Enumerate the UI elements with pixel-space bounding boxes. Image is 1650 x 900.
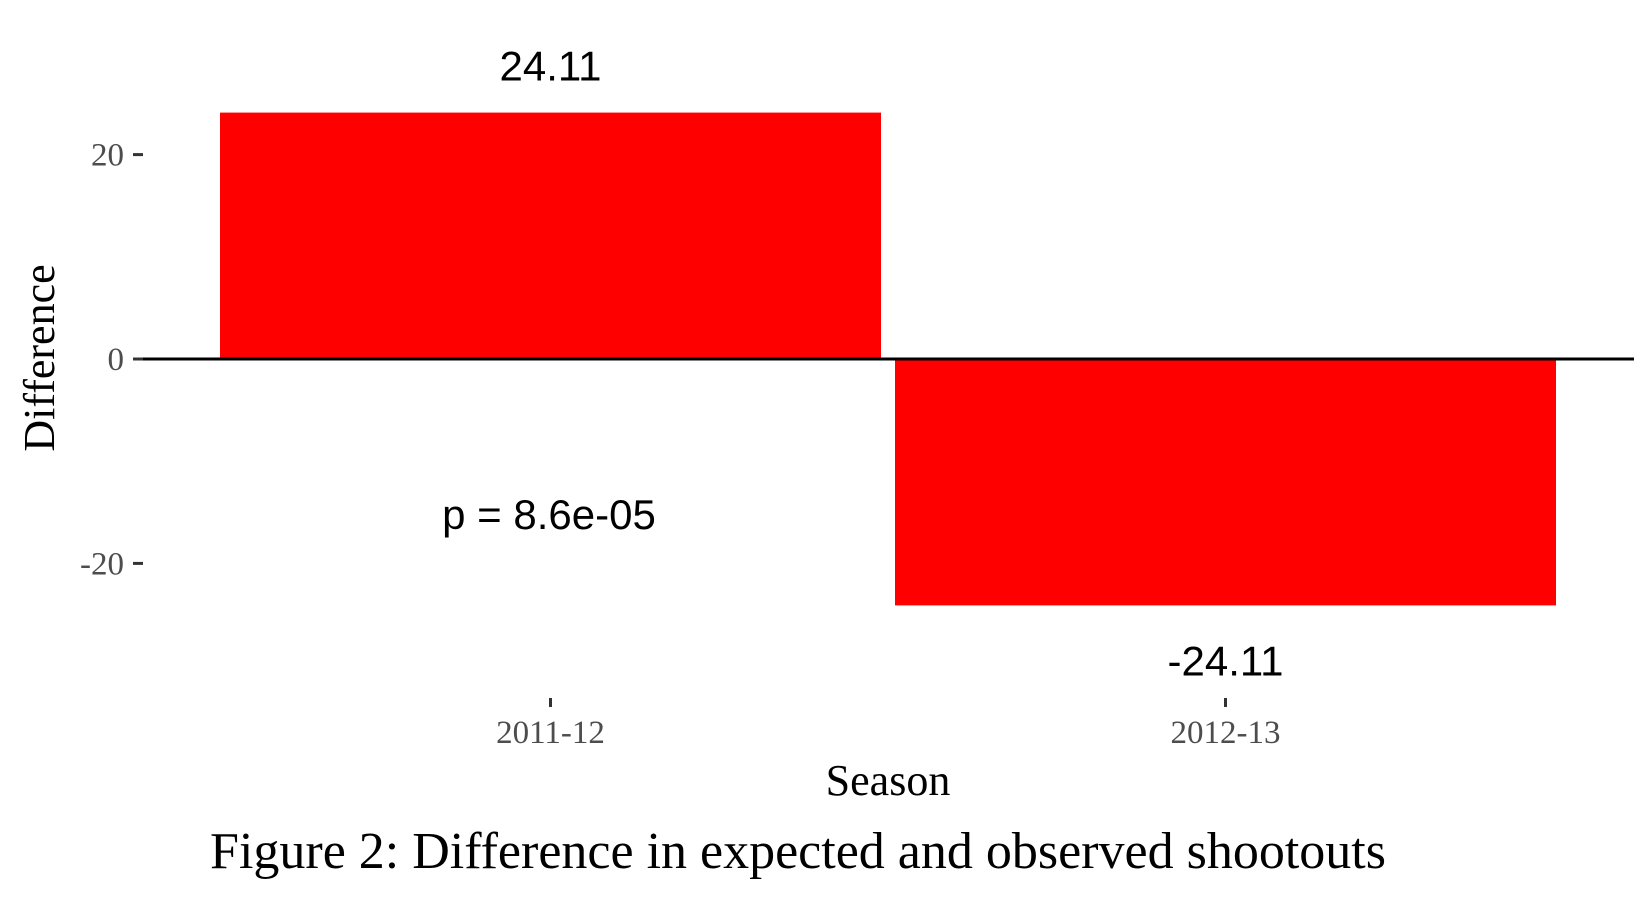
data-label-2012-13: -24.11 xyxy=(1168,637,1284,684)
data-labels-layer: 24.11 -24.11 xyxy=(500,43,1284,685)
y-axis-title: Difference xyxy=(15,264,64,451)
bar-2012-13 xyxy=(895,359,1556,606)
y-tick-label: -20 xyxy=(80,546,124,582)
bars-layer xyxy=(220,112,1556,606)
x-tick-label: 2011-12 xyxy=(496,715,605,751)
y-axis: -20 0 20 xyxy=(80,138,143,582)
y-tick-label: 0 xyxy=(108,342,125,378)
bar-2011-12 xyxy=(220,112,881,360)
x-tick-label: 2012-13 xyxy=(1171,715,1281,751)
p-value-annotation: p = 8.6e-05 xyxy=(442,491,656,538)
x-axis-title: Season xyxy=(826,756,951,805)
x-axis: 2011-12 2012-13 xyxy=(496,698,1281,751)
data-label-2011-12: 24.11 xyxy=(500,43,602,90)
figure-caption: Figure 2: Difference in expected and obs… xyxy=(210,823,1386,880)
y-tick-label: 20 xyxy=(91,138,124,174)
